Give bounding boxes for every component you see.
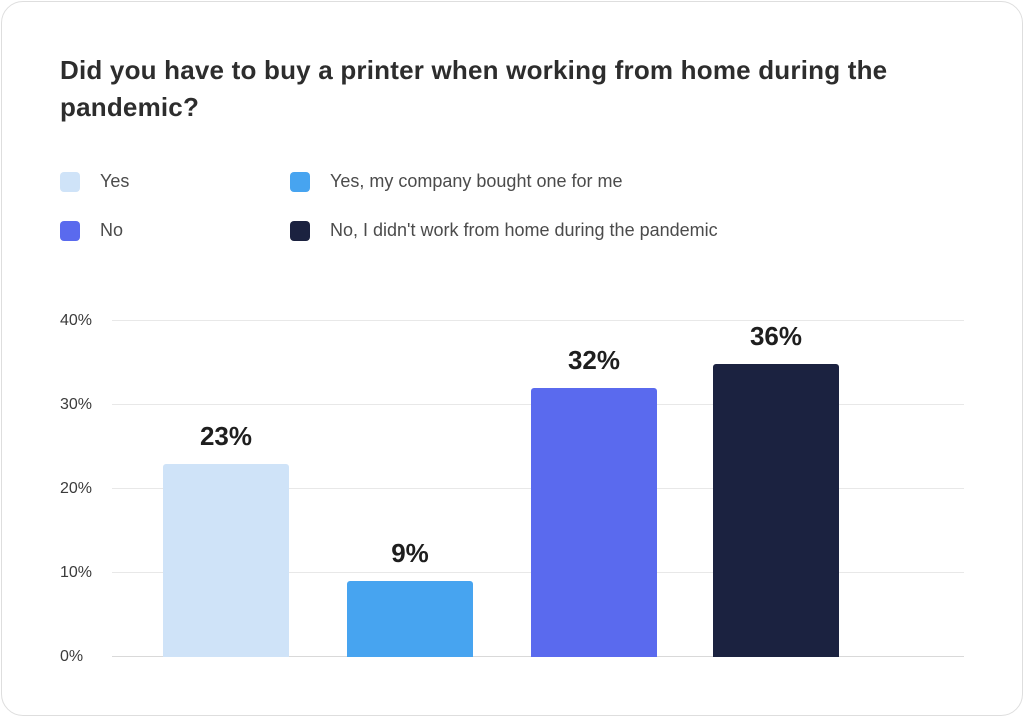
y-axis-tick-40: 40%: [60, 312, 93, 329]
gridline-40: [112, 320, 964, 321]
plot-area: 0% 10% 20% 30% 40% 23% 9% 32% 36%: [60, 312, 964, 665]
bar-slot-company-bought: 9%: [347, 321, 473, 657]
chart-legend: Yes Yes, my company bought one for me No…: [60, 171, 964, 241]
legend-swatch-company-bought: [290, 171, 310, 192]
bar-value-label-yes: 23%: [199, 420, 253, 451]
bar-slot-yes: 23%: [163, 321, 289, 657]
legend-label-didnt-wfh: No, I didn't work from home during the p…: [330, 220, 718, 240]
bar-slot-didnt-wfh: 36%: [713, 321, 839, 657]
legend-item-no: No: [60, 220, 290, 241]
bar-value-label-company-bought: 9%: [391, 538, 429, 569]
legend-item-didnt-wfh: No, I didn't work from home during the p…: [290, 220, 964, 241]
legend-item-yes: Yes: [60, 171, 290, 192]
legend-label-no: No: [100, 220, 124, 240]
bar-didnt-wfh: [713, 364, 839, 657]
bar-value-label-didnt-wfh: 36%: [749, 321, 803, 351]
y-axis-tick-10: 10%: [60, 564, 93, 581]
legend-label-company-bought: Yes, my company bought one for me: [330, 171, 623, 191]
bar-yes: [163, 463, 289, 657]
legend-swatch-no: [60, 220, 80, 241]
y-axis-tick-20: 20%: [60, 480, 93, 497]
bar-value-label-no: 32%: [567, 345, 621, 376]
y-axis-tick-0: 0%: [60, 648, 84, 665]
y-axis-tick-30: 30%: [60, 396, 93, 413]
chart-title: Did you have to buy a printer when worki…: [60, 55, 888, 122]
bar-company-bought: [347, 581, 473, 657]
legend-item-company-bought: Yes, my company bought one for me: [290, 171, 964, 192]
legend-swatch-yes: [60, 171, 80, 192]
legend-swatch-didnt-wfh: [290, 220, 310, 241]
bar-slot-no: 32%: [531, 321, 657, 657]
bar-no: [531, 388, 657, 657]
legend-label-yes: Yes: [100, 171, 130, 191]
bar-chart: 0% 10% 20% 30% 40% 23% 9% 32% 36%: [60, 312, 964, 665]
